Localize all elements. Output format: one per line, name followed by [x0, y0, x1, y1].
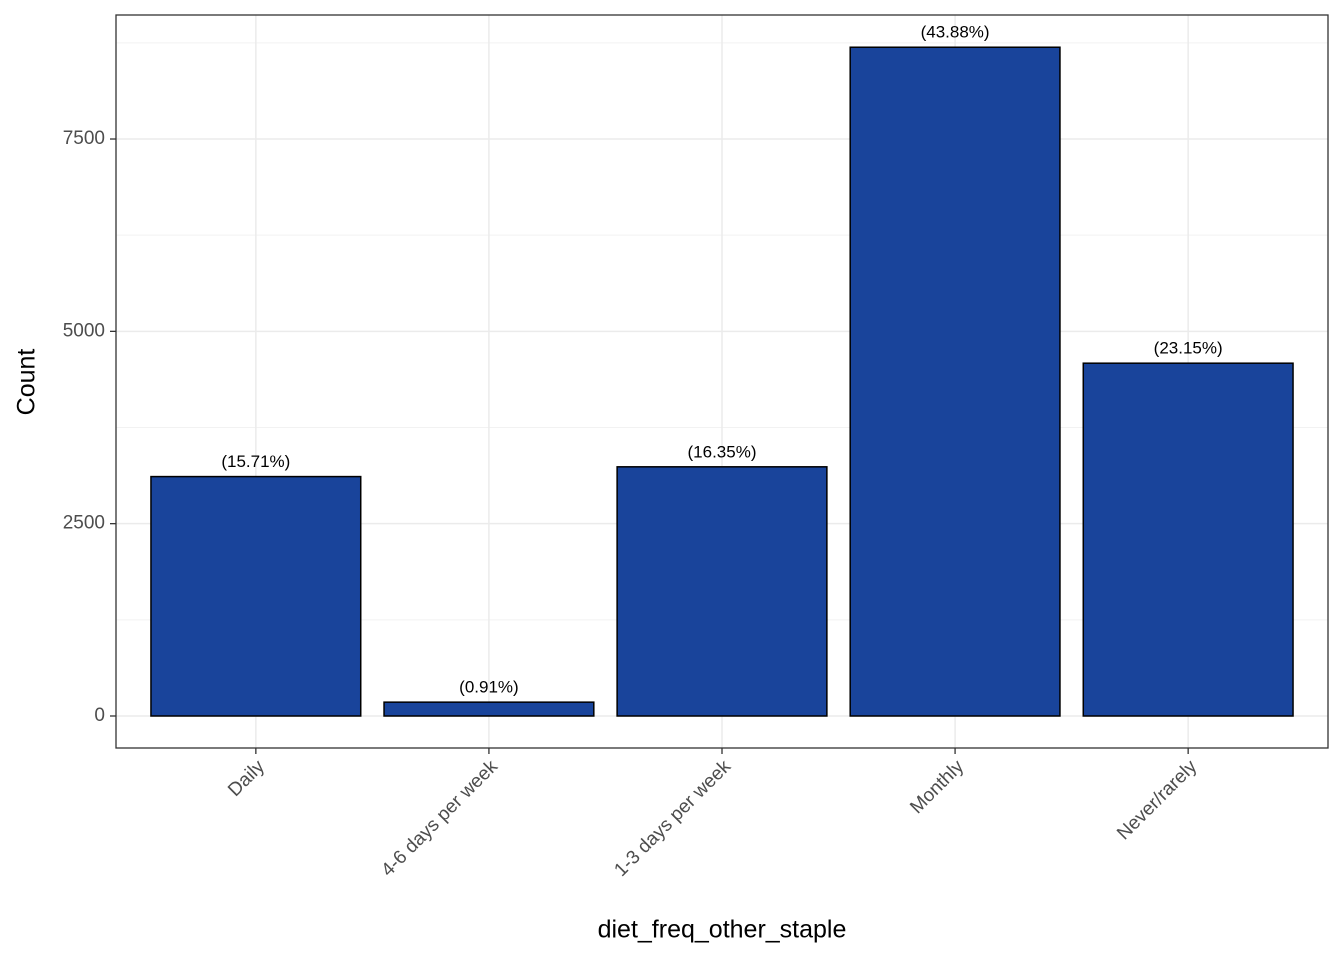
bar-annotation: (43.88%): [921, 23, 990, 42]
y-tick-label: 0: [94, 705, 105, 726]
bar: [383, 701, 595, 717]
y-tick-label: 5000: [63, 320, 105, 341]
bar: [616, 466, 828, 717]
x-axis-title: diet_freq_other_staple: [598, 916, 847, 944]
bar: [1082, 362, 1294, 717]
bar-annotation: (0.91%): [459, 678, 519, 697]
y-tick-label: 2500: [63, 513, 105, 534]
bar-annotation: (16.35%): [688, 442, 757, 461]
panel-border: [115, 14, 1329, 749]
bar: [150, 475, 362, 717]
bar-annotation: (15.71%): [221, 452, 290, 471]
y-tick-label: 7500: [63, 128, 105, 149]
bar-annotation: (23.15%): [1154, 339, 1223, 358]
y-axis-title: Count: [13, 349, 41, 416]
bar: [849, 46, 1061, 717]
